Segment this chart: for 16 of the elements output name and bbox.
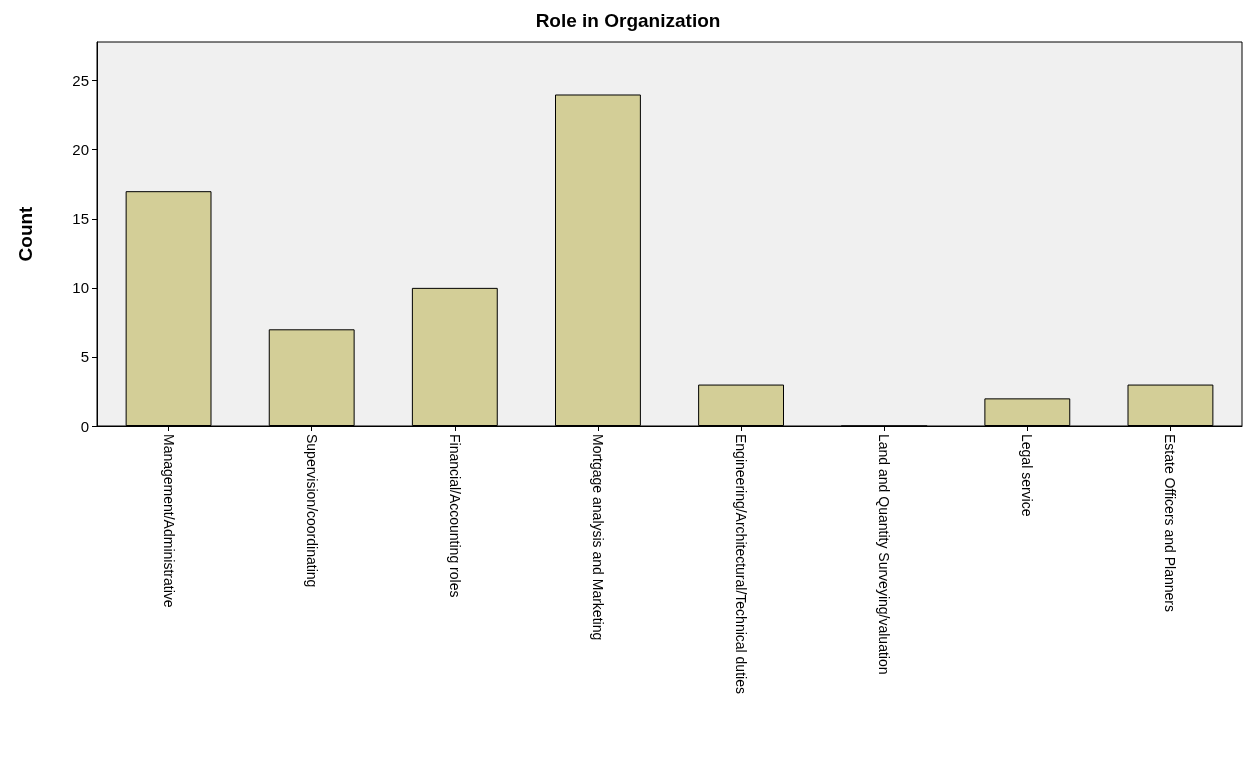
x-tick-label: Land and Quantity Surveying/valuation [876, 434, 893, 675]
x-tick-label: Financial/Accounting roles [446, 434, 463, 598]
y-tick-label: 20 [72, 141, 89, 159]
y-tick-label: 5 [80, 348, 89, 366]
y-tick-label: 25 [72, 72, 89, 90]
x-tick-label: Mortgage analysis and Marketing [589, 434, 606, 641]
y-tick-label: 15 [72, 210, 89, 228]
x-tick-label: Legal service [1019, 434, 1036, 517]
x-tick-label: Engineering/Architectural/Technical duties [733, 434, 750, 694]
x-tick-label: Management/Administrative [160, 434, 177, 608]
y-tick-label: 0 [80, 417, 89, 435]
x-tick-label: Supervision/coordinating [303, 434, 320, 588]
y-axis-title: Count [15, 205, 36, 262]
x-tick-label: Estate Officers and Planners [1162, 434, 1179, 612]
chart-title: Role in Organization [535, 10, 721, 31]
y-tick-label: 10 [72, 279, 89, 297]
